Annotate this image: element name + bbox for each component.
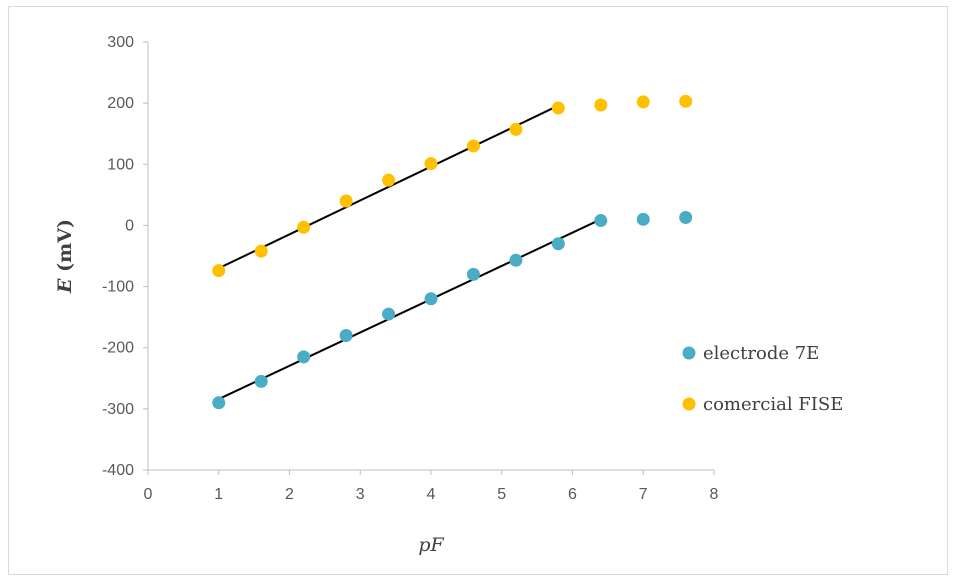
y-axis-title: E (mV) bbox=[54, 219, 76, 294]
x-tick-label: 7 bbox=[639, 486, 648, 503]
y-tick-label: -300 bbox=[102, 401, 134, 418]
data-point-series-0 bbox=[509, 253, 523, 267]
legend: electrode 7E comercial FISE bbox=[682, 343, 843, 415]
data-point-series-1 bbox=[382, 173, 396, 187]
data-points bbox=[212, 94, 693, 410]
legend-marker bbox=[682, 346, 696, 360]
y-tick-label: 100 bbox=[107, 156, 134, 173]
data-point-series-1 bbox=[594, 98, 608, 112]
legend-marker bbox=[682, 397, 696, 411]
data-point-series-1 bbox=[551, 101, 565, 115]
x-tick-label: 2 bbox=[285, 486, 294, 503]
data-point-series-0 bbox=[466, 267, 480, 281]
scatter-chart: 300 200 100 0 -100 -200 -300 -400 0 1 2 3 4 5 6 7 8 pF E (… bbox=[54, 34, 843, 556]
x-tick-label: 3 bbox=[356, 486, 365, 503]
axes bbox=[143, 41, 715, 475]
x-axis-title: pF bbox=[418, 534, 444, 556]
data-point-series-1 bbox=[297, 220, 311, 234]
y-tick-label: -400 bbox=[102, 462, 134, 479]
data-point-series-1 bbox=[466, 139, 480, 153]
data-point-series-1 bbox=[636, 95, 650, 109]
trendline-0 bbox=[218, 218, 602, 400]
data-point-series-0 bbox=[212, 396, 226, 410]
data-point-series-0 bbox=[424, 292, 438, 306]
trendlines bbox=[218, 104, 602, 400]
x-tick-label: 8 bbox=[710, 486, 719, 503]
y-tick-label: -200 bbox=[102, 340, 134, 357]
legend-label: electrode 7E bbox=[703, 343, 819, 364]
y-tick-label: 0 bbox=[125, 217, 134, 234]
data-point-series-1 bbox=[509, 122, 523, 136]
data-point-series-0 bbox=[382, 307, 396, 321]
data-point-series-0 bbox=[297, 350, 311, 364]
legend-label: comercial FISE bbox=[703, 394, 843, 415]
data-point-series-0 bbox=[551, 237, 565, 251]
data-point-series-1 bbox=[212, 264, 226, 278]
trendline-1 bbox=[218, 104, 559, 270]
data-point-series-0 bbox=[679, 210, 693, 224]
data-point-series-0 bbox=[636, 212, 650, 226]
y-tick-label: 200 bbox=[107, 95, 134, 112]
data-point-series-1 bbox=[254, 244, 268, 258]
x-tick-label: 0 bbox=[144, 486, 153, 503]
y-tick-label: 300 bbox=[107, 34, 134, 51]
x-tick-label: 4 bbox=[427, 486, 436, 503]
data-point-series-0 bbox=[594, 214, 608, 228]
chart-frame: 300 200 100 0 -100 -200 -300 -400 0 1 2 3 4 5 6 7 8 pF E (… bbox=[8, 6, 948, 575]
data-point-series-1 bbox=[679, 94, 693, 108]
axis-labels: 300 200 100 0 -100 -200 -300 -400 0 1 2 3 4 5 6 7 8 pF E (… bbox=[54, 34, 719, 556]
x-tick-label: 1 bbox=[214, 486, 223, 503]
data-point-series-0 bbox=[254, 374, 268, 388]
data-point-series-1 bbox=[339, 194, 353, 208]
data-point-series-0 bbox=[339, 328, 353, 342]
x-tick-label: 6 bbox=[568, 486, 577, 503]
data-point-series-1 bbox=[424, 157, 438, 171]
y-tick-label: -100 bbox=[102, 279, 134, 296]
x-tick-label: 5 bbox=[497, 486, 506, 503]
